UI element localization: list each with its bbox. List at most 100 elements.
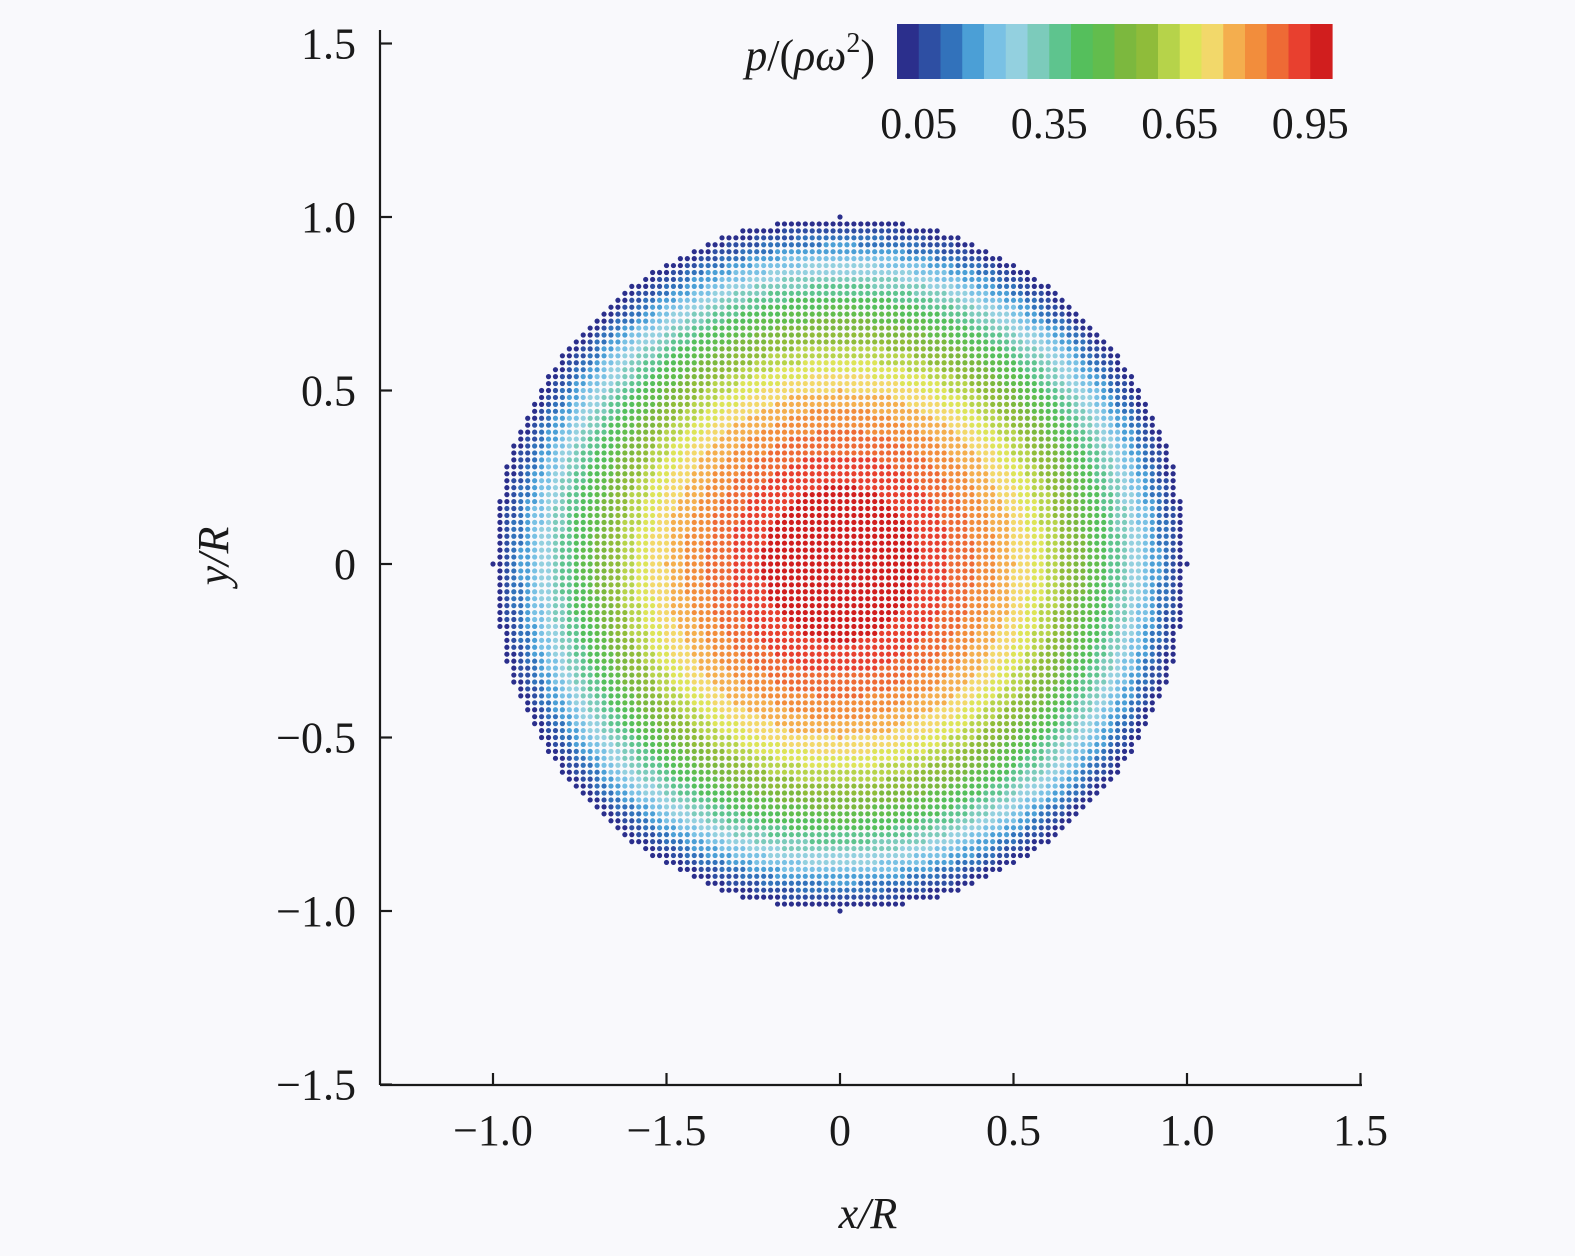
pressure-point: [761, 721, 767, 727]
pressure-point: [858, 380, 864, 387]
pressure-point: [566, 554, 572, 560]
pressure-point: [892, 249, 899, 255]
pressure-point: [684, 374, 690, 380]
pressure-point: [823, 540, 829, 546]
pressure-point: [885, 228, 892, 234]
pressure-point: [747, 762, 753, 768]
pressure-point: [636, 457, 642, 463]
pressure-point: [837, 714, 843, 720]
pressure-point: [830, 727, 836, 734]
pressure-point: [733, 707, 739, 713]
pressure-point: [906, 727, 913, 734]
pressure-point: [545, 450, 552, 456]
pressure-point: [865, 415, 871, 421]
pressure-point: [865, 866, 871, 872]
pressure-point: [858, 769, 864, 775]
pressure-point: [712, 672, 718, 678]
pressure-point: [899, 686, 906, 692]
pressure-point: [691, 311, 697, 317]
pressure-point: [802, 603, 808, 609]
pressure-point: [677, 339, 683, 345]
pressure-point: [726, 568, 732, 574]
pressure-point: [594, 387, 600, 394]
pressure-point: [726, 311, 732, 317]
pressure-point: [830, 471, 836, 477]
pressure-point: [816, 221, 822, 227]
pressure-point: [774, 589, 781, 595]
pressure-point: [879, 832, 885, 838]
pressure-point: [650, 818, 656, 824]
pressure-point: [865, 700, 871, 706]
pressure-point: [670, 818, 677, 824]
pressure-point: [601, 471, 607, 477]
pressure-point: [580, 582, 586, 588]
pressure-point: [511, 478, 517, 484]
pressure-point: [587, 478, 593, 484]
pressure-point: [511, 457, 517, 463]
pressure-point: [677, 825, 683, 831]
pressure-point: [650, 512, 656, 519]
pressure-point: [545, 700, 552, 706]
pressure-point: [899, 297, 906, 303]
pressure-point: [747, 540, 753, 546]
pressure-point: [865, 589, 871, 595]
pressure-point: [601, 318, 607, 324]
pressure-point: [795, 734, 801, 741]
pressure-point: [781, 360, 788, 366]
pressure-point: [545, 561, 552, 567]
pressure-point: [885, 457, 892, 463]
pressure-point: [740, 700, 746, 706]
pressure-point: [587, 512, 593, 519]
pressure-point: [677, 700, 683, 706]
pressure-point: [795, 589, 801, 595]
pressure-point: [705, 374, 711, 380]
pressure-point: [906, 866, 913, 872]
pressure-point: [809, 443, 815, 449]
pressure-point: [643, 283, 649, 289]
pressure-point: [684, 269, 690, 276]
pressure-point: [774, 325, 781, 331]
pressure-point: [677, 637, 683, 643]
pressure-point: [615, 457, 621, 463]
pressure-point: [892, 755, 899, 761]
pressure-point: [504, 492, 510, 498]
pressure-point: [823, 512, 829, 519]
pressure-point: [851, 755, 857, 761]
pressure-point: [906, 832, 913, 838]
pressure-point: [511, 568, 517, 574]
pressure-point: [774, 644, 781, 650]
pressure-point: [532, 700, 538, 706]
pressure-point: [691, 790, 697, 796]
pressure-point: [865, 304, 871, 310]
pressure-point: [872, 256, 878, 262]
pressure-point: [788, 471, 795, 477]
pressure-point: [872, 797, 878, 803]
pressure-point: [677, 311, 683, 317]
pressure-point: [823, 311, 829, 317]
pressure-point: [795, 540, 801, 546]
pressure-point: [726, 519, 732, 525]
pressure-point: [823, 880, 829, 886]
pressure-point: [608, 415, 614, 421]
pressure-point: [545, 575, 552, 581]
pressure-point: [532, 471, 538, 477]
pressure-point: [580, 707, 586, 713]
pressure-point: [552, 575, 559, 581]
pressure-point: [865, 547, 871, 553]
pressure-point: [906, 790, 913, 796]
pressure-point: [677, 714, 683, 720]
pressure-point: [788, 353, 795, 359]
pressure-point: [712, 276, 718, 283]
pressure-point: [643, 596, 649, 602]
pressure-point: [733, 436, 739, 442]
pressure-point: [622, 380, 628, 387]
pressure-point: [795, 811, 801, 817]
pressure-point: [615, 311, 621, 317]
pressure-point: [670, 498, 677, 505]
pressure-point: [712, 283, 718, 289]
pressure-point: [830, 297, 836, 303]
pressure-point: [906, 290, 913, 296]
pressure-point: [587, 651, 593, 657]
pressure-point: [809, 311, 815, 317]
pressure-point: [608, 679, 614, 685]
